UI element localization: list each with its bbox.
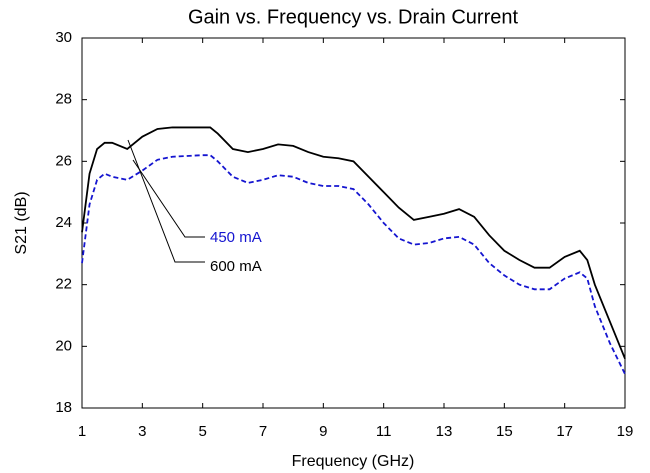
x-tick-label: 17 (556, 423, 573, 440)
leader-line (127, 139, 205, 263)
y-tick-label: 20 (55, 337, 72, 354)
x-tick-label: 5 (198, 423, 206, 440)
plot-frame (81, 37, 626, 409)
x-tick-label: 1 (78, 423, 86, 440)
x-tick-label: 7 (259, 423, 267, 440)
x-axis-label: Frequency (GHz) (292, 453, 415, 470)
series-label: 450 mA (210, 229, 262, 246)
series-line (81, 126, 626, 360)
y-tick-label: 24 (55, 214, 72, 231)
y-tick-label: 28 (55, 91, 72, 108)
chart-title: Gain vs. Frequency vs. Drain Current (188, 6, 519, 28)
y-tick-label: 26 (55, 152, 72, 169)
x-tick-label: 15 (496, 423, 513, 440)
x-tick-label: 11 (376, 423, 392, 440)
x-tick-label: 3 (138, 423, 146, 440)
y-tick-label: 18 (55, 399, 72, 416)
y-tick-label: 30 (55, 29, 72, 46)
x-tick-label: 19 (617, 423, 634, 440)
series-label: 600 mA (210, 258, 262, 275)
y-axis-label: S21 (dB) (13, 191, 30, 254)
x-tick-label: 13 (436, 423, 453, 440)
series-line (81, 154, 626, 375)
x-tick-label: 9 (319, 423, 327, 440)
y-tick-label: 22 (55, 276, 72, 293)
leader-line (132, 159, 205, 238)
